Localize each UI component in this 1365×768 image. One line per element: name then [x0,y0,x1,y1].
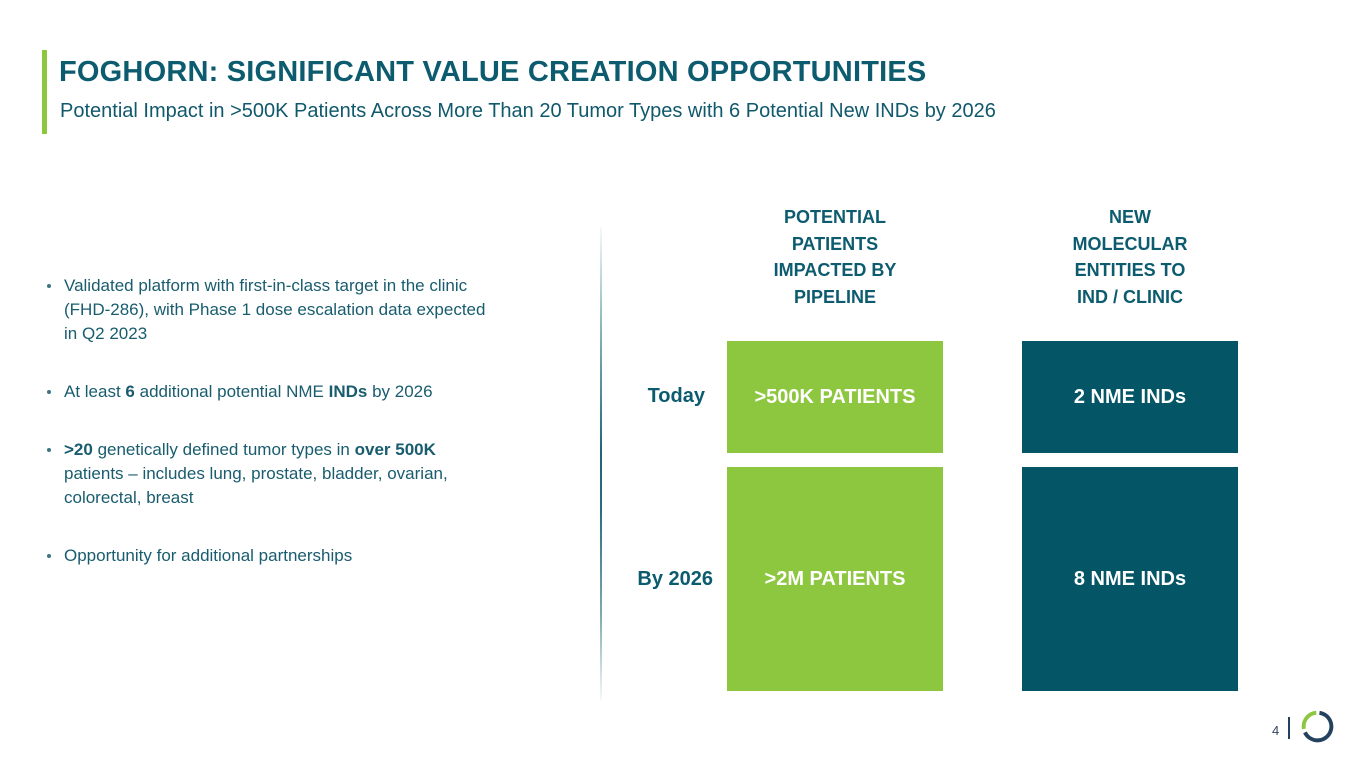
footer: 4 [1272,708,1336,745]
bullet-text-bold: INDs [328,382,368,401]
bullet-dot-icon [47,448,51,452]
bullet-dot-icon [47,284,51,288]
inds-today-box: 2 NME INDs [1022,341,1238,453]
row-label-by-2026: By 2026 [637,568,713,590]
list-item: At least 6 additional potential NME INDs… [44,380,584,404]
bullet-text-segment: additional potential NME [134,382,329,401]
patients-today-box: >500K PATIENTS [727,341,943,453]
list-item: Opportunity for additional partnerships [44,544,584,568]
bullet-text-bold: 6 [125,382,135,401]
bullet-text-segment: At least [64,382,126,401]
title-accent-bar [42,50,47,134]
bullet-text: >20 genetically defined tumor types in o… [64,438,448,510]
page-subtitle: Potential Impact in >500K Patients Acros… [60,100,996,122]
list-item: Validated platform with first-in-class t… [44,274,584,346]
bullet-text-bold: over 500K [354,440,436,459]
page-number: 4 [1272,722,1280,738]
bullet-text: Opportunity for additional partnerships [64,544,352,568]
foghorn-ring-logo-icon [1301,710,1334,743]
bullet-list: Validated platform with first-in-class t… [44,274,584,602]
bullet-text-segment: patients – includes lung, prostate, blad… [64,464,448,507]
row-label-today: Today [647,385,705,407]
patients-2026-box: >2M PATIENTS [727,467,943,691]
column-header-nme: NEW MOLECULAR ENTITIES TO IND / CLINIC [1072,207,1188,307]
bullet-dot-icon [47,554,51,558]
bullet-text-segment: Opportunity for additional partnerships [64,546,353,565]
bullet-text: At least 6 additional potential NME INDs… [64,380,433,404]
bullet-text-segment: genetically defined tumor types in [92,440,355,459]
page-title: FOGHORN: SIGNIFICANT VALUE CREATION OPPO… [59,56,927,88]
section-divider [600,227,602,700]
bullet-text-segment: Validated platform with first-in-class t… [64,276,486,343]
bullet-dot-icon [47,390,51,394]
column-header-patients: POTENTIAL PATIENTS IMPACTED BY PIPELINE [773,207,897,307]
bullet-text: Validated platform with first-in-class t… [64,274,485,346]
bullet-text-segment: by 2026 [367,382,433,401]
list-item: >20 genetically defined tumor types in o… [44,438,584,510]
footer-divider [1288,716,1291,739]
inds-2026-box: 8 NME INDs [1022,467,1238,691]
bullet-text-bold: >20 [64,440,93,459]
